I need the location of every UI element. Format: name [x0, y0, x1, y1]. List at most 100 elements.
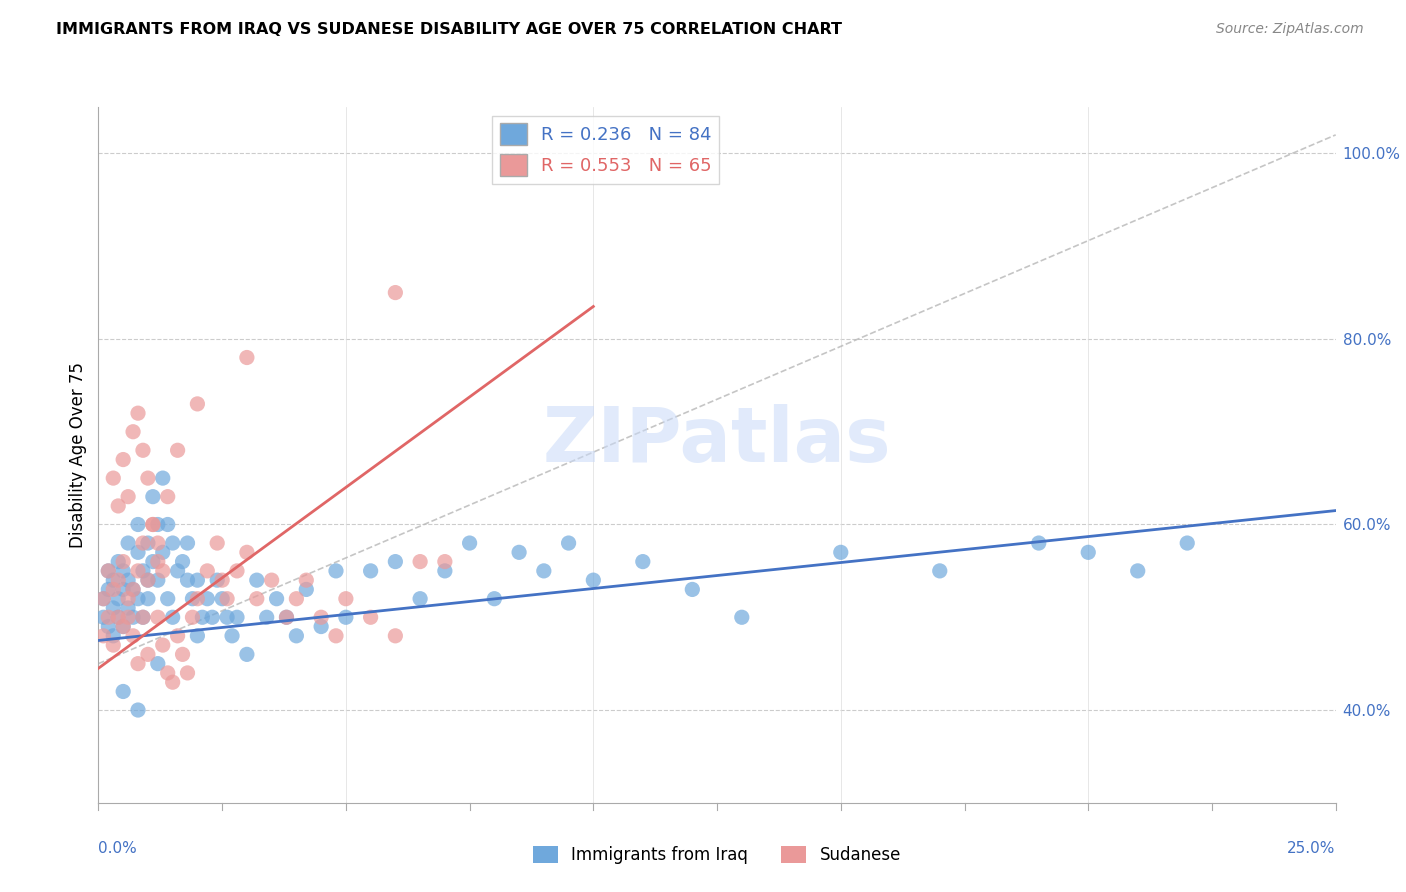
Legend: R = 0.236   N = 84, R = 0.553   N = 65: R = 0.236 N = 84, R = 0.553 N = 65	[492, 116, 718, 184]
Point	[136, 573, 159, 587]
Point	[103, 573, 125, 587]
Point	[127, 564, 149, 578]
Point	[142, 490, 165, 504]
Point	[112, 564, 135, 578]
Point	[122, 582, 145, 597]
Point	[285, 629, 308, 643]
Point	[117, 573, 139, 587]
Point	[136, 536, 159, 550]
Point	[107, 610, 129, 624]
Text: 0.0%: 0.0%	[98, 841, 138, 856]
Point	[103, 582, 125, 597]
Point	[631, 555, 654, 569]
Point	[156, 665, 179, 680]
Point	[205, 573, 228, 587]
Point	[1175, 536, 1198, 550]
Point	[97, 619, 120, 633]
Point	[226, 610, 249, 624]
Point	[195, 591, 218, 606]
Point	[246, 591, 269, 606]
Point	[146, 657, 169, 671]
Point	[152, 471, 174, 485]
Point	[335, 591, 357, 606]
Point	[201, 610, 224, 624]
Point	[309, 610, 332, 624]
Point	[156, 490, 179, 504]
Point	[166, 443, 188, 458]
Point	[132, 610, 155, 624]
Point	[236, 545, 259, 559]
Point	[211, 573, 233, 587]
Point	[360, 610, 382, 624]
Point	[97, 582, 120, 597]
Text: IMMIGRANTS FROM IRAQ VS SUDANESE DISABILITY AGE OVER 75 CORRELATION CHART: IMMIGRANTS FROM IRAQ VS SUDANESE DISABIL…	[56, 22, 842, 37]
Point	[582, 573, 605, 587]
Point	[103, 629, 125, 643]
Point	[186, 591, 208, 606]
Point	[122, 582, 145, 597]
Point	[181, 591, 204, 606]
Point	[117, 490, 139, 504]
Point	[681, 582, 703, 597]
Point	[166, 564, 188, 578]
Point	[557, 536, 579, 550]
Point	[295, 582, 318, 597]
Point	[433, 564, 456, 578]
Point	[433, 555, 456, 569]
Point	[928, 564, 950, 578]
Point	[186, 573, 208, 587]
Point	[142, 517, 165, 532]
Point	[176, 665, 198, 680]
Point	[409, 591, 432, 606]
Point	[127, 591, 149, 606]
Point	[152, 638, 174, 652]
Text: Source: ZipAtlas.com: Source: ZipAtlas.com	[1216, 22, 1364, 37]
Point	[132, 536, 155, 550]
Point	[533, 564, 555, 578]
Point	[217, 610, 239, 624]
Point	[384, 285, 406, 300]
Point	[97, 564, 120, 578]
Point	[146, 573, 169, 587]
Point	[285, 591, 308, 606]
Point	[112, 619, 135, 633]
Point	[181, 610, 204, 624]
Point	[117, 536, 139, 550]
Point	[117, 601, 139, 615]
Point	[132, 443, 155, 458]
Point	[266, 591, 288, 606]
Point	[830, 545, 852, 559]
Point	[146, 555, 169, 569]
Point	[122, 629, 145, 643]
Point	[236, 648, 259, 662]
Point	[156, 591, 179, 606]
Point	[122, 425, 145, 439]
Point	[152, 545, 174, 559]
Point	[107, 591, 129, 606]
Point	[136, 591, 159, 606]
Point	[112, 582, 135, 597]
Point	[260, 573, 283, 587]
Point	[484, 591, 506, 606]
Point	[132, 610, 155, 624]
Point	[205, 536, 228, 550]
Point	[246, 573, 269, 587]
Point	[360, 564, 382, 578]
Point	[117, 591, 139, 606]
Point	[97, 564, 120, 578]
Point	[295, 573, 318, 587]
Point	[112, 684, 135, 698]
Point	[176, 536, 198, 550]
Point	[166, 629, 188, 643]
Point	[236, 351, 259, 365]
Point	[458, 536, 481, 550]
Point	[127, 703, 149, 717]
Point	[325, 564, 347, 578]
Point	[217, 591, 239, 606]
Point	[127, 406, 149, 420]
Point	[142, 555, 165, 569]
Point	[136, 471, 159, 485]
Point	[195, 564, 218, 578]
Point	[146, 610, 169, 624]
Point	[103, 601, 125, 615]
